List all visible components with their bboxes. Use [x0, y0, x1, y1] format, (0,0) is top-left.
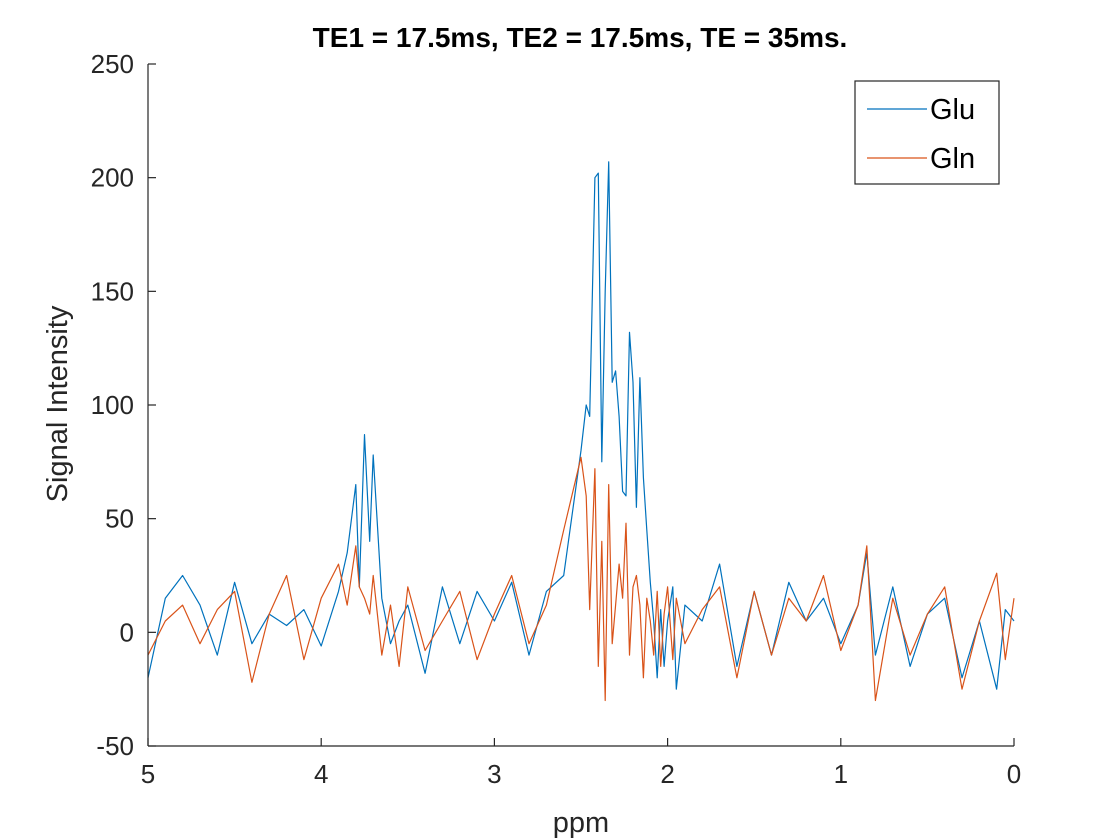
legend: Glu Gln — [854, 80, 1000, 185]
series-line-gln — [147, 456, 1015, 702]
legend-label-gln: Gln — [930, 143, 975, 175]
y-tick-label: 50 — [105, 504, 134, 534]
x-tick-label: 0 — [1007, 759, 1021, 789]
y-tick-label: 150 — [91, 276, 134, 306]
axes: 5 4 3 2 1 0 -50 0 50 100 150 200 250 — [91, 49, 1022, 789]
x-tick-label: 3 — [487, 759, 501, 789]
series-line-glu — [147, 161, 1015, 690]
y-tick-label: 0 — [120, 617, 134, 647]
x-tick-label: 2 — [660, 759, 674, 789]
y-tick-label: -50 — [96, 731, 134, 761]
y-tick-label: 200 — [91, 163, 134, 193]
x-axis-label: ppm — [553, 807, 609, 839]
legend-label-glu: Glu — [930, 94, 975, 126]
chart-title: TE1 = 17.5ms, TE2 = 17.5ms, TE = 35ms. — [313, 22, 848, 53]
y-tick-label: 250 — [91, 49, 134, 79]
y-tick-label: 100 — [91, 390, 134, 420]
x-tick-label: 1 — [834, 759, 848, 789]
x-tick-label: 5 — [141, 759, 155, 789]
y-axis-label: Signal Intensity — [42, 305, 74, 502]
x-tick-label: 4 — [314, 759, 328, 789]
legend-box — [854, 80, 1000, 185]
